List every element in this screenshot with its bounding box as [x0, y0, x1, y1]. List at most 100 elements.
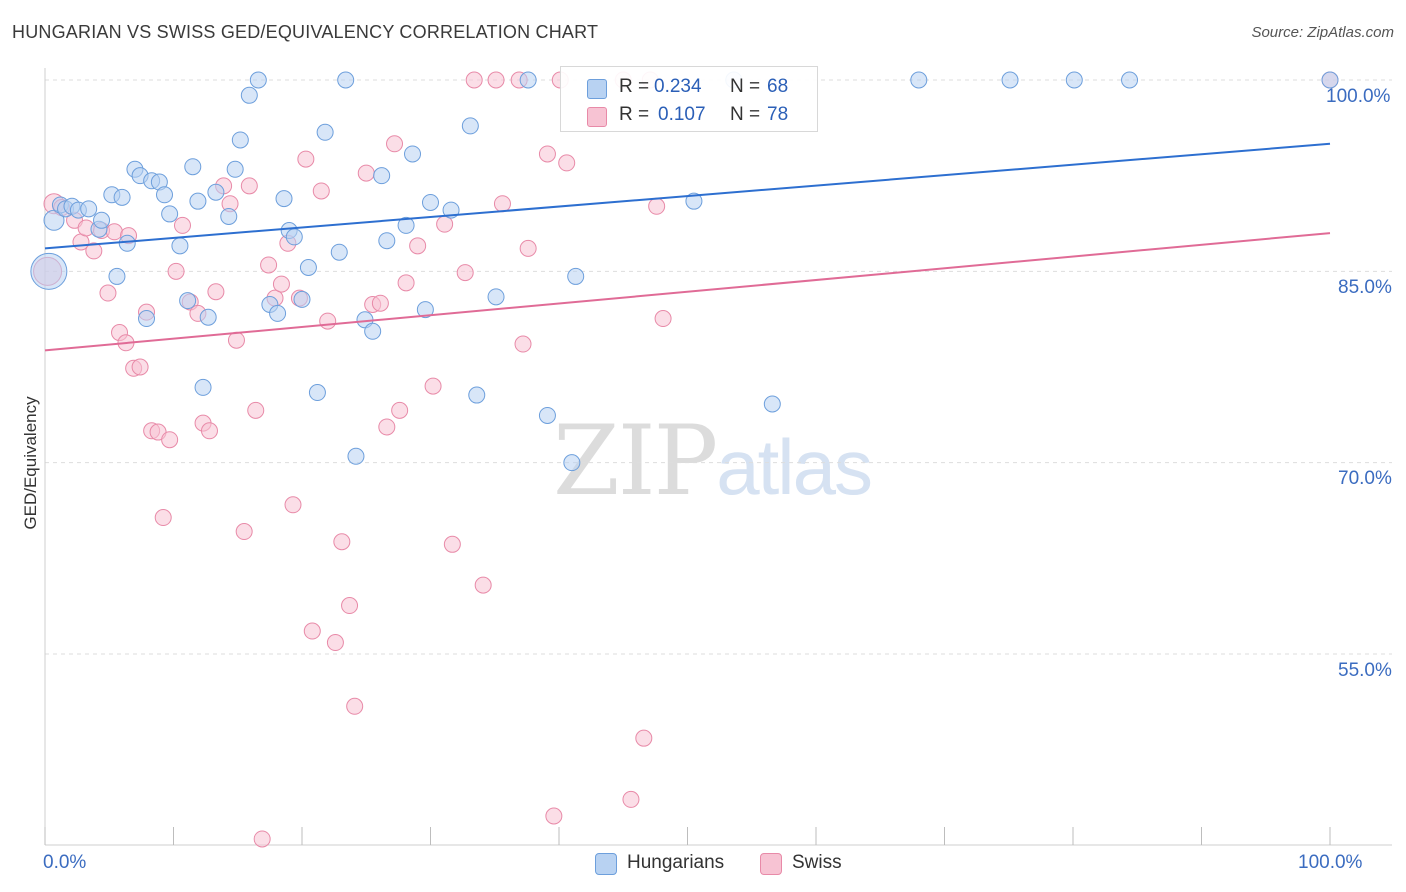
hungarian-point-31	[249, 71, 267, 89]
legend-item-swiss[interactable]: Swiss	[760, 850, 860, 878]
swiss-point-58	[443, 535, 461, 553]
hungarian-trend-line	[44, 142, 1331, 250]
swiss-point-43	[319, 312, 337, 330]
swiss-point-70	[558, 154, 576, 172]
swiss-legend-swatch-icon	[760, 853, 782, 875]
swiss-point-52	[386, 135, 404, 153]
hungarian-point-63	[910, 71, 928, 89]
stats-box: R = 0.234 N = 68 R = 0.107 N = 78	[560, 66, 818, 132]
swiss-point-34	[260, 256, 278, 274]
y-tick-label-55: 55.0%	[1338, 660, 1392, 681]
swiss-point-19	[161, 431, 179, 449]
hungarian-point-56	[519, 71, 537, 89]
hungarian-point-8	[93, 211, 111, 229]
hungarian-point-27	[220, 207, 238, 225]
swiss-point-31	[240, 177, 258, 195]
hungarian-point-43	[347, 447, 365, 465]
swiss-swatch-icon	[587, 107, 607, 127]
swiss-point-30	[235, 523, 253, 541]
y-axis-title: GED/Equivalency	[21, 396, 40, 530]
hungarian-point-47	[378, 232, 396, 250]
swiss-point-21	[173, 216, 191, 234]
hungarian-point-66	[1121, 71, 1139, 89]
hungarian-point-39	[308, 384, 326, 402]
hungarian-point-41	[330, 243, 348, 261]
hungarian-point-12	[118, 234, 136, 252]
stats-row-hungarians: R = 0.234 N = 68	[561, 73, 817, 101]
hungarian-point-30	[240, 86, 258, 104]
chart-title: HUNGARIAN VS SWISS GED/EQUIVALENCY CORRE…	[12, 22, 599, 42]
hungarian-point-42	[337, 71, 355, 89]
stats-row-swiss: R = 0.107 N = 78	[561, 101, 817, 129]
hungarian-point-28	[226, 160, 244, 178]
hungarian-point-58	[563, 454, 581, 472]
swiss-point-29	[227, 331, 245, 349]
hungarians-legend-swatch-icon	[595, 853, 617, 875]
swiss-point-41	[303, 622, 321, 640]
hungarian-point-10	[108, 267, 126, 285]
hungarian-point-15	[138, 310, 156, 328]
hungarian-point-18	[156, 186, 174, 204]
swiss-point-26	[207, 283, 225, 301]
hungarian-point-38	[299, 259, 317, 277]
hungarians-r-label: R =	[619, 76, 650, 97]
hungarian-points	[30, 71, 1339, 472]
hungarian-point-40	[316, 123, 334, 141]
y-tick-label-85: 85.0%	[1338, 277, 1392, 298]
hungarians-n-value: 68	[767, 76, 789, 97]
hungarian-point-34	[275, 190, 293, 208]
swiss-point-76	[654, 310, 672, 328]
swiss-point-72	[622, 790, 640, 808]
hungarian-point-24	[194, 378, 212, 396]
hungarian-point-51	[422, 193, 439, 211]
swiss-point-67	[538, 145, 556, 163]
legend-item-hungarians[interactable]: Hungarians	[595, 850, 745, 878]
swiss-point-40	[297, 150, 315, 168]
hungarian-point-0	[30, 252, 68, 290]
hungarian-point-59	[567, 267, 585, 285]
hungarian-point-67	[1321, 71, 1339, 89]
swiss-point-62	[487, 71, 505, 89]
hungarian-point-11	[113, 188, 131, 206]
hungarians-n-label: N =	[730, 76, 761, 97]
swiss-point-32	[247, 401, 265, 419]
hungarian-point-37	[293, 290, 311, 308]
swiss-point-8	[99, 284, 117, 302]
y-tick-label-100: 100.0%	[1326, 86, 1391, 107]
swiss-point-53	[391, 401, 409, 419]
x-axis-max-label: 100.0%	[1298, 852, 1363, 873]
axes	[44, 68, 1392, 846]
legend-label-hungarians: Hungarians	[627, 852, 725, 873]
hungarian-point-22	[184, 158, 202, 176]
swiss-point-33	[253, 830, 271, 848]
hungarian-point-20	[171, 237, 189, 255]
swiss-point-46	[341, 597, 359, 615]
hungarian-point-55	[487, 288, 505, 306]
swiss-point-65	[514, 335, 532, 353]
hungarian-point-23	[189, 192, 207, 210]
swiss-point-38	[284, 496, 302, 514]
swiss-point-60	[465, 71, 483, 89]
swiss-points	[33, 71, 1339, 848]
swiss-point-73	[635, 729, 653, 747]
swiss-point-59	[456, 264, 474, 282]
swiss-point-56	[424, 377, 442, 395]
swiss-point-6	[85, 242, 103, 260]
swiss-point-50	[371, 294, 389, 312]
hungarian-point-45	[364, 322, 382, 340]
swiss-point-47	[346, 697, 364, 715]
swiss-point-44	[326, 634, 344, 652]
hungarian-point-36	[285, 228, 303, 246]
hungarian-point-33	[269, 304, 287, 322]
swiss-point-20	[167, 262, 185, 280]
hungarian-point-50	[416, 301, 434, 319]
swiss-point-68	[545, 807, 563, 825]
swiss-point-18	[154, 509, 172, 527]
hungarians-swatch-icon	[587, 79, 607, 99]
hungarian-point-54	[468, 386, 486, 404]
hungarian-point-25	[199, 308, 217, 326]
swiss-point-54	[397, 274, 415, 292]
swiss-r-value: 0.107	[658, 104, 706, 125]
swiss-point-75	[648, 197, 666, 215]
